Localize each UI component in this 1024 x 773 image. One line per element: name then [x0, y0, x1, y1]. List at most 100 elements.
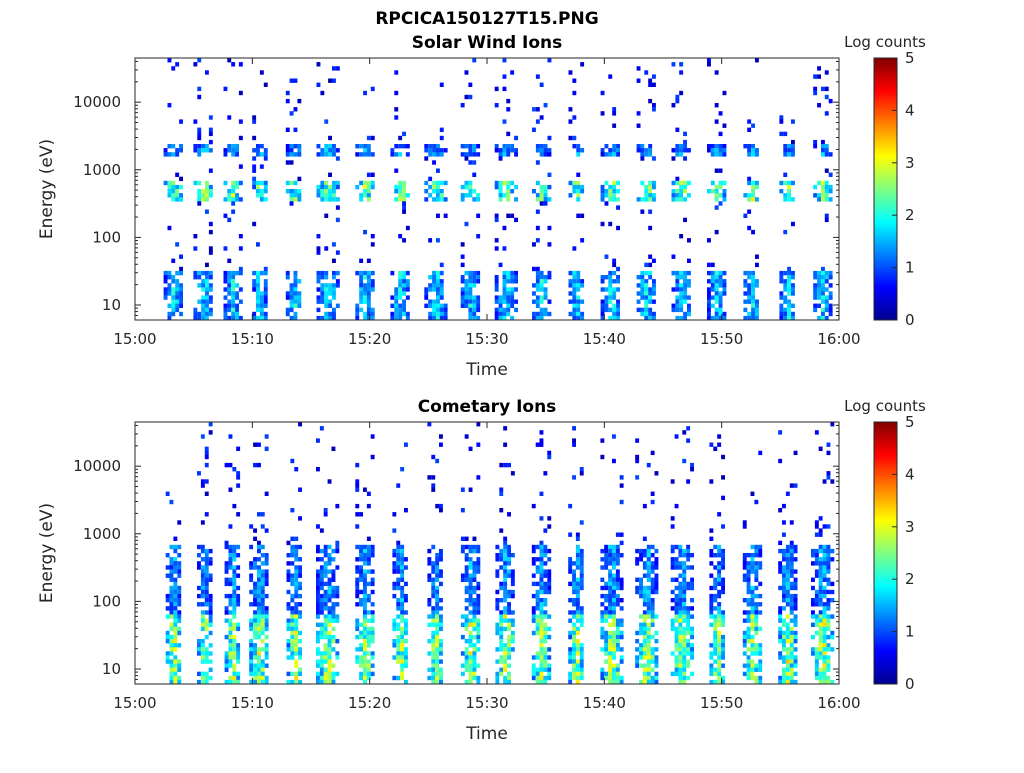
x-axis-label: Time [465, 360, 508, 380]
heatmap-cell [332, 283, 336, 288]
heatmap-cell [539, 544, 544, 550]
heatmap-cell [495, 647, 500, 652]
heatmap-cell [363, 679, 367, 685]
heatmap-cell [264, 675, 269, 681]
heatmap-cell [686, 663, 691, 668]
heatmap-cell [253, 622, 257, 627]
heatmap-cell [543, 148, 548, 153]
heatmap-cell [227, 217, 232, 223]
heatmap-cell [750, 614, 755, 619]
heatmap-cell [608, 197, 613, 202]
heatmap-cell [579, 565, 584, 570]
heatmap-cell [543, 573, 548, 578]
heatmap-cell [600, 152, 605, 157]
heatmap-cell [619, 577, 624, 582]
heatmap-cell [639, 663, 643, 668]
heatmap-cell [464, 639, 469, 644]
heatmap-cell [472, 589, 477, 595]
heatmap-cell [224, 581, 229, 587]
heatmap-cell [392, 585, 397, 591]
heatmap-cell [754, 622, 759, 627]
heatmap-cell [604, 651, 609, 656]
heatmap-cell [439, 671, 443, 677]
heatmap-cell [818, 598, 823, 603]
heatmap-cell [678, 618, 683, 623]
heatmap-cell [612, 573, 616, 578]
heatmap-cell [436, 315, 440, 321]
heatmap-cell [200, 659, 205, 664]
heatmap-cell [507, 561, 511, 566]
heatmap-cell [678, 634, 683, 640]
heatmap-cell [179, 303, 183, 308]
heatmap-cell [238, 135, 243, 141]
heatmap-cell [510, 573, 515, 578]
heatmap-cell [223, 180, 228, 186]
heatmap-cell [428, 184, 433, 190]
heatmap-cell [363, 626, 367, 632]
heatmap-cell [714, 315, 719, 321]
heatmap-cell [674, 639, 679, 644]
heatmap-cell [682, 569, 687, 574]
heatmap-cell [177, 614, 182, 619]
heatmap-cell [721, 618, 725, 623]
heatmap-cell [579, 610, 584, 615]
heatmap-cell [400, 569, 405, 574]
y-axis-label: Energy (eV) [37, 503, 57, 603]
heatmap-cell [263, 148, 268, 153]
heatmap-cell [547, 524, 552, 529]
heatmap-cell [604, 299, 609, 304]
heatmap-cell [826, 679, 831, 685]
heatmap-cell [539, 606, 544, 611]
heatmap-cell [290, 553, 295, 558]
heatmap-cell [294, 467, 299, 472]
heatmap-cell [289, 78, 294, 83]
heatmap-cell [675, 176, 680, 182]
heatmap-cell [576, 295, 581, 300]
heatmap-cell [675, 180, 680, 186]
heatmap-cell [208, 139, 213, 145]
heatmap-cell [811, 602, 815, 607]
heatmap-cell [615, 544, 620, 550]
heatmap-cell [755, 299, 759, 304]
heatmap-cell [503, 679, 508, 685]
heatmap-cell [721, 614, 725, 619]
heatmap-cell [316, 577, 320, 582]
heatmap-cell [654, 581, 659, 587]
heatmap-cell [789, 602, 794, 607]
heatmap-cell [722, 90, 727, 96]
heatmap-cell [671, 148, 676, 153]
heatmap-cell [428, 275, 433, 280]
heatmap-cell [822, 479, 827, 484]
heatmap-cell [654, 639, 659, 644]
heatmap-cell [169, 667, 174, 672]
heatmap-cell [427, 577, 432, 582]
heatmap-cell [238, 180, 243, 186]
heatmap-cell [502, 86, 507, 92]
heatmap-cell [539, 148, 544, 153]
heatmap-cell [205, 283, 209, 288]
heatmap-cell [793, 557, 798, 562]
heatmap-cell [335, 655, 340, 660]
heatmap-cell [531, 544, 536, 550]
heatmap-cell [568, 107, 573, 112]
heatmap-cell [363, 647, 367, 652]
heatmap-cell [366, 303, 371, 308]
heatmap-cell [169, 647, 174, 652]
heatmap-cell [179, 283, 183, 288]
heatmap-cell [249, 667, 254, 672]
heatmap-cell [208, 275, 213, 280]
heatmap-cell [173, 667, 178, 672]
heatmap-cell [169, 569, 174, 574]
heatmap-cell [721, 663, 725, 668]
heatmap-cell [173, 671, 178, 677]
heatmap-cell [572, 189, 577, 194]
colorbar-tick-label: 1 [905, 259, 915, 277]
heatmap-cell [289, 111, 294, 116]
heatmap-cell [193, 246, 198, 251]
heatmap-cell [824, 86, 829, 92]
colorbar-tick-label: 2 [905, 206, 915, 224]
heatmap-cell [443, 311, 448, 317]
heatmap-cell [510, 291, 515, 296]
heatmap-cell [539, 189, 544, 194]
heatmap-cell [793, 569, 798, 574]
